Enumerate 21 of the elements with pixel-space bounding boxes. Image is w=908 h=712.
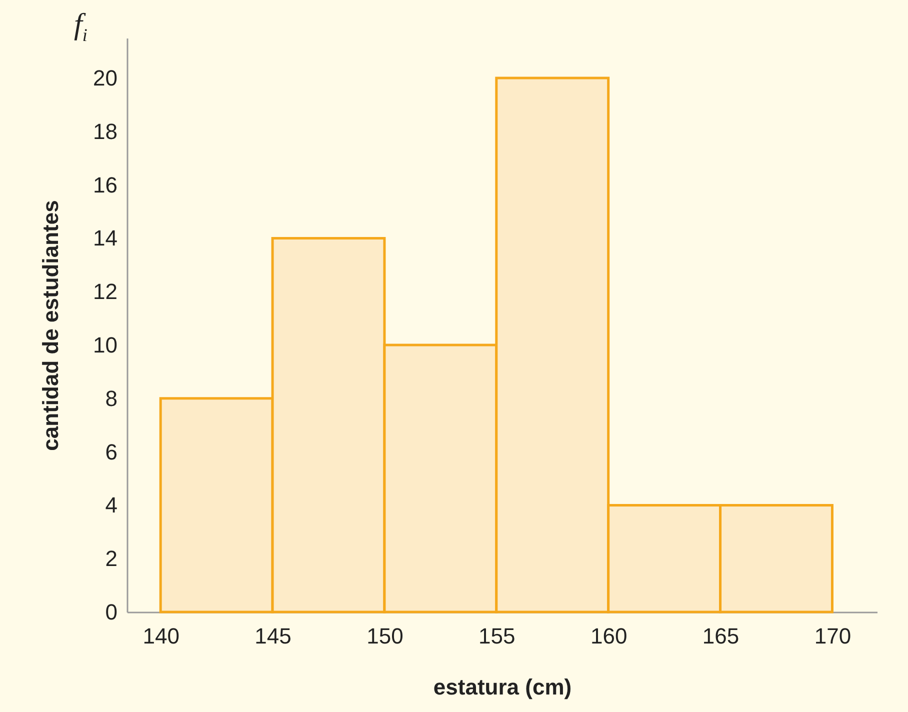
y-tick-label: 2	[105, 546, 118, 572]
y-tick-label: 8	[105, 386, 118, 411]
x-axis-title: estatura (cm)	[433, 674, 572, 700]
x-tick-label: 170	[814, 624, 852, 648]
text: f$_{i}$	[74, 8, 88, 46]
y-tick-label: 16	[93, 172, 118, 198]
x-tick-label: 145	[254, 624, 292, 648]
y-tick-label: 12	[93, 279, 118, 304]
y-tick-label: 10	[93, 332, 118, 358]
y-tick-label: 14	[93, 226, 118, 251]
y-tick-label: 18	[93, 118, 118, 144]
y-tick-label: 4	[105, 492, 118, 518]
y-axis-title: cantidad de estudiantes	[38, 200, 64, 451]
x-tick-label: 150	[366, 624, 404, 648]
y-tick-label: 0	[105, 600, 118, 624]
x-tick-label: 140	[142, 624, 180, 648]
y-tick-label: 20	[93, 66, 118, 91]
x-tick-label: 160	[590, 624, 628, 648]
y-tick-label: 6	[105, 439, 118, 464]
x-tick-label: 155	[478, 624, 516, 648]
x-tick-label: 165	[702, 624, 740, 648]
